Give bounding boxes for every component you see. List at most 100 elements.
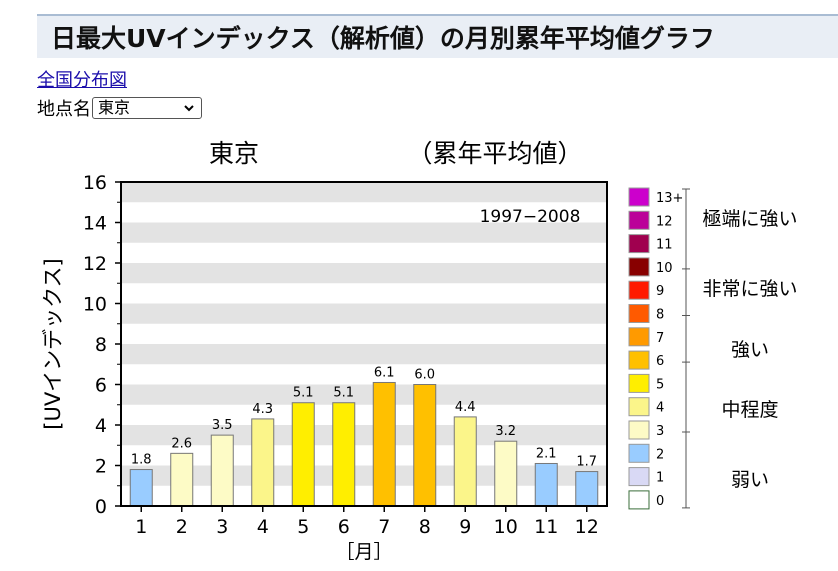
- x-axis-label: ［月］: [335, 541, 392, 563]
- legend-category-label: 極端に強い: [702, 208, 797, 230]
- y-tick-label: 2: [95, 456, 107, 478]
- legend-swatch-2: [628, 443, 650, 463]
- legend-level-label: 6: [656, 354, 664, 369]
- legend-swatch-0: [628, 490, 650, 510]
- grid-band: [121, 425, 607, 446]
- chart-subtitle: （累年平均値）: [407, 139, 582, 168]
- legend-level-label: 10: [656, 261, 673, 276]
- legend-level-label: 0: [656, 494, 664, 509]
- location-row: 地点名 東京: [37, 96, 202, 120]
- y-tick-label: 12: [83, 253, 107, 275]
- grid-band: [121, 384, 607, 405]
- y-tick-label: 8: [95, 334, 107, 356]
- bar-month-3: [210, 434, 234, 507]
- legend-category-label: 中程度: [721, 399, 778, 421]
- location-select-value: 東京: [98, 98, 131, 117]
- x-tick-label: 5: [297, 516, 309, 538]
- bar-value-label: 6.0: [414, 368, 435, 383]
- bar-month-9: [453, 416, 477, 507]
- bar-value-label: 6.1: [374, 365, 395, 380]
- legend-level-label: 13+: [656, 191, 683, 206]
- legend-level-label: 3: [656, 424, 664, 439]
- x-tick-label: 11: [534, 516, 558, 538]
- legend-swatch-9: [628, 280, 650, 300]
- page-header: 日最大UVインデックス（解析値）の月別累年平均値グラフ: [37, 14, 838, 58]
- bar-month-4: [251, 418, 275, 507]
- x-tick-label: 12: [575, 516, 599, 538]
- bar-value-label: 5.1: [333, 386, 354, 401]
- grid-band: [121, 303, 607, 324]
- legend-swatch-5: [628, 373, 650, 393]
- y-tick-label: 6: [95, 375, 107, 397]
- grid-band: [121, 263, 607, 284]
- bar-month-1: [129, 469, 153, 507]
- x-tick-label: 7: [378, 516, 390, 538]
- x-tick-label: 9: [459, 516, 471, 538]
- legend-level-label: 2: [656, 447, 664, 462]
- x-tick-label: 1: [135, 516, 147, 538]
- bar-month-2: [170, 452, 194, 507]
- chevron-down-icon: [184, 105, 194, 112]
- chart-title: 東京: [209, 139, 259, 168]
- legend-level-label: 9: [656, 284, 664, 299]
- chart-annotation: 1997−2008: [480, 207, 581, 227]
- y-tick-label: 4: [95, 415, 107, 437]
- bar-month-10: [494, 440, 518, 507]
- bar-value-label: 5.1: [293, 386, 314, 401]
- legend-category-label: 弱い: [731, 469, 769, 491]
- bar-month-5: [291, 402, 315, 507]
- bar-month-11: [534, 462, 558, 507]
- x-tick-label: 3: [216, 516, 228, 538]
- legend-category-label: 非常に強い: [702, 278, 797, 300]
- legend-swatch-6: [628, 350, 650, 370]
- location-label: 地点名: [37, 99, 91, 120]
- bar-month-6: [332, 402, 356, 507]
- x-tick-label: 4: [257, 516, 269, 538]
- legend-level-label: 7: [656, 331, 664, 346]
- bar-month-7: [372, 381, 396, 507]
- bar-value-label: 2.6: [171, 436, 192, 451]
- plot-frame: [120, 181, 608, 507]
- grid-band: [121, 222, 607, 243]
- legend-level-label: 5: [656, 377, 664, 392]
- x-tick-label: 6: [338, 516, 350, 538]
- y-tick-label: 14: [83, 213, 107, 235]
- bar-value-label: 1.8: [131, 453, 152, 468]
- legend-level-label: 8: [656, 308, 664, 323]
- bar-value-label: 3.5: [212, 418, 233, 433]
- legend-category-label: 強い: [731, 339, 769, 361]
- legend-swatch-8: [628, 304, 650, 323]
- legend-level-label: 12: [656, 214, 673, 229]
- legend-swatch-7: [628, 327, 650, 347]
- bar-value-label: 1.7: [576, 455, 597, 470]
- national-map-link[interactable]: 全国分布図: [37, 70, 127, 91]
- legend-swatch-12: [628, 210, 650, 230]
- uv-index-chart: 東京 （累年平均値）1997−20080246810121416[UVインデックス…: [41, 139, 798, 563]
- legend-swatch-4: [628, 397, 650, 417]
- legend-level-label: 4: [656, 401, 664, 416]
- legend-swatch-10: [628, 257, 650, 277]
- y-tick-label: 0: [95, 496, 107, 518]
- bar-value-label: 2.1: [536, 446, 557, 461]
- bar-month-8: [413, 384, 437, 507]
- page-title: 日最大UVインデックス（解析値）の月別累年平均値グラフ: [51, 24, 715, 53]
- x-tick-label: 8: [419, 516, 431, 538]
- legend-swatch-1: [628, 467, 650, 487]
- x-tick-label: 2: [176, 516, 188, 538]
- bar-value-label: 3.2: [495, 424, 516, 439]
- location-select[interactable]: 東京: [92, 97, 202, 119]
- legend-level-label: 11: [656, 238, 673, 253]
- y-tick-label: 10: [83, 294, 107, 316]
- grid-band: [121, 465, 607, 486]
- grid-band: [121, 182, 607, 203]
- y-tick-label: 16: [83, 172, 107, 194]
- bar-value-label: 4.3: [252, 402, 273, 417]
- legend-swatch-13+: [628, 187, 650, 207]
- x-tick-label: 10: [494, 516, 518, 538]
- legend-level-label: 1: [656, 471, 664, 486]
- bar-value-label: 4.4: [455, 400, 476, 415]
- legend-swatch-11: [628, 234, 650, 254]
- y-axis-label: [UVインデックス]: [41, 258, 65, 430]
- grid-band: [121, 344, 607, 365]
- legend-swatch-3: [628, 420, 650, 440]
